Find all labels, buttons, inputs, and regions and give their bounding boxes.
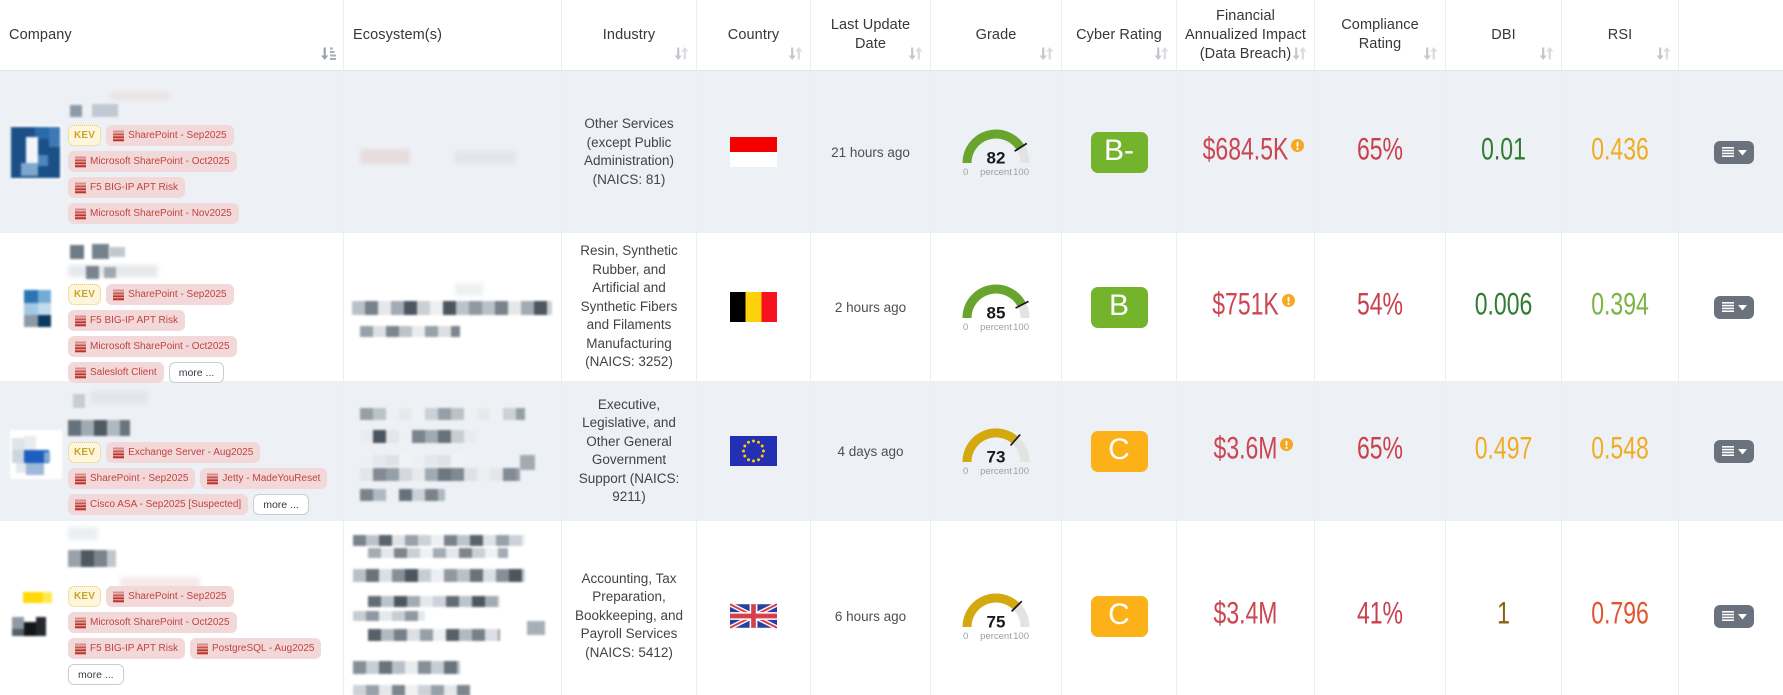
svg-text:100: 100 <box>1013 322 1029 332</box>
svg-text:percent: percent <box>980 167 1012 177</box>
svg-text:0: 0 <box>963 466 968 476</box>
svg-text:82: 82 <box>987 149 1006 168</box>
svg-text:percent: percent <box>980 322 1012 332</box>
svg-text:0: 0 <box>963 631 968 641</box>
svg-text:85: 85 <box>987 304 1006 323</box>
svg-text:75: 75 <box>987 613 1006 632</box>
svg-text:100: 100 <box>1013 167 1029 177</box>
svg-text:percent: percent <box>980 466 1012 476</box>
svg-text:0: 0 <box>963 322 968 332</box>
svg-text:73: 73 <box>987 448 1006 467</box>
svg-text:percent: percent <box>980 631 1012 641</box>
svg-text:100: 100 <box>1013 631 1029 641</box>
svg-text:100: 100 <box>1013 466 1029 476</box>
svg-text:0: 0 <box>963 167 968 177</box>
